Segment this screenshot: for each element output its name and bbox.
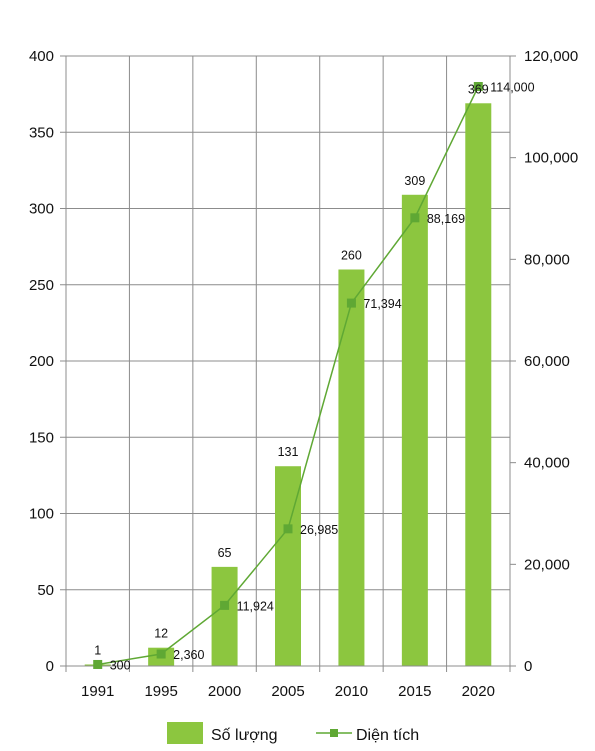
legend-label-bar: Số lượng (211, 727, 278, 744)
bar-value-label: 1 (94, 643, 101, 657)
x-axis-tick-label: 2000 (208, 683, 241, 700)
bar (401, 194, 428, 666)
x-axis-tick-label: 2005 (271, 683, 304, 700)
bar-value-label: 309 (404, 174, 425, 188)
legend-swatch-bar (167, 722, 203, 744)
bar-value-label: 12 (154, 627, 168, 641)
line-point (410, 213, 420, 223)
bar (211, 566, 238, 666)
legend-label-line: Diện tích (356, 727, 419, 744)
right-axis-tick-label: 0 (524, 658, 532, 675)
tick-labels: 0 50 100 150 200 250 300 350 400 0 20,000 40,000 60,… (29, 48, 578, 700)
right-axis-tick-label: 120,000 (524, 48, 578, 65)
line-value-label: 300 (110, 658, 131, 672)
right-axis-tick-label: 40,000 (524, 455, 570, 472)
line-value-label: 114,000 (490, 81, 534, 95)
line-value-label: 88,169 (427, 212, 465, 226)
right-axis-tick-label: 60,000 (524, 353, 570, 370)
line-point (220, 600, 230, 610)
bar-value-label: 131 (278, 445, 299, 459)
line-point (473, 82, 483, 91)
right-axis-tick-label: 80,000 (524, 251, 570, 268)
legend-swatch-marker (330, 729, 338, 737)
axes (60, 55, 516, 672)
bar-value-label: 65 (218, 546, 232, 560)
right-axis-tick-label: 100,000 (524, 150, 578, 167)
x-axis-tick-label: 2020 (462, 683, 495, 700)
bar-value-label: 369 (468, 82, 489, 96)
left-axis-tick-label: 100 (29, 506, 54, 523)
left-axis-tick-label: 200 (29, 353, 54, 370)
line-point (346, 298, 356, 308)
line-point (156, 649, 166, 659)
bar-series (84, 103, 492, 666)
line-point (283, 524, 293, 534)
left-axis-tick-label: 50 (37, 582, 54, 599)
x-axis-tick-label: 2010 (335, 683, 368, 700)
left-axis-tick-label: 250 (29, 277, 54, 294)
left-axis-tick-label: 0 (46, 658, 54, 675)
data-labels: 1 12 65 131 260 309 369 300 2,360 11,924 26,985 71,… (94, 81, 534, 673)
line-series (93, 82, 483, 669)
legend: Số lượng Diện tích (167, 722, 419, 744)
x-axis-tick-label: 1991 (81, 683, 114, 700)
left-axis-tick-label: 300 (29, 201, 54, 218)
x-axis-tick-label: 2015 (398, 683, 431, 700)
left-axis-tick-label: 150 (29, 429, 54, 446)
right-axis-tick-label: 20,000 (524, 556, 570, 573)
left-axis-tick-label: 400 (29, 48, 54, 65)
line-value-label: 26,985 (300, 523, 338, 537)
left-axis-tick-label: 350 (29, 124, 54, 141)
bar (465, 103, 492, 666)
line-value-label: 71,394 (363, 297, 401, 311)
line-value-label: 11,924 (237, 599, 274, 613)
line-point (93, 659, 103, 669)
line-value-label: 2,360 (173, 648, 204, 662)
bar-value-label: 260 (341, 249, 362, 263)
x-axis-tick-label: 1995 (144, 683, 177, 700)
bar (338, 269, 365, 666)
